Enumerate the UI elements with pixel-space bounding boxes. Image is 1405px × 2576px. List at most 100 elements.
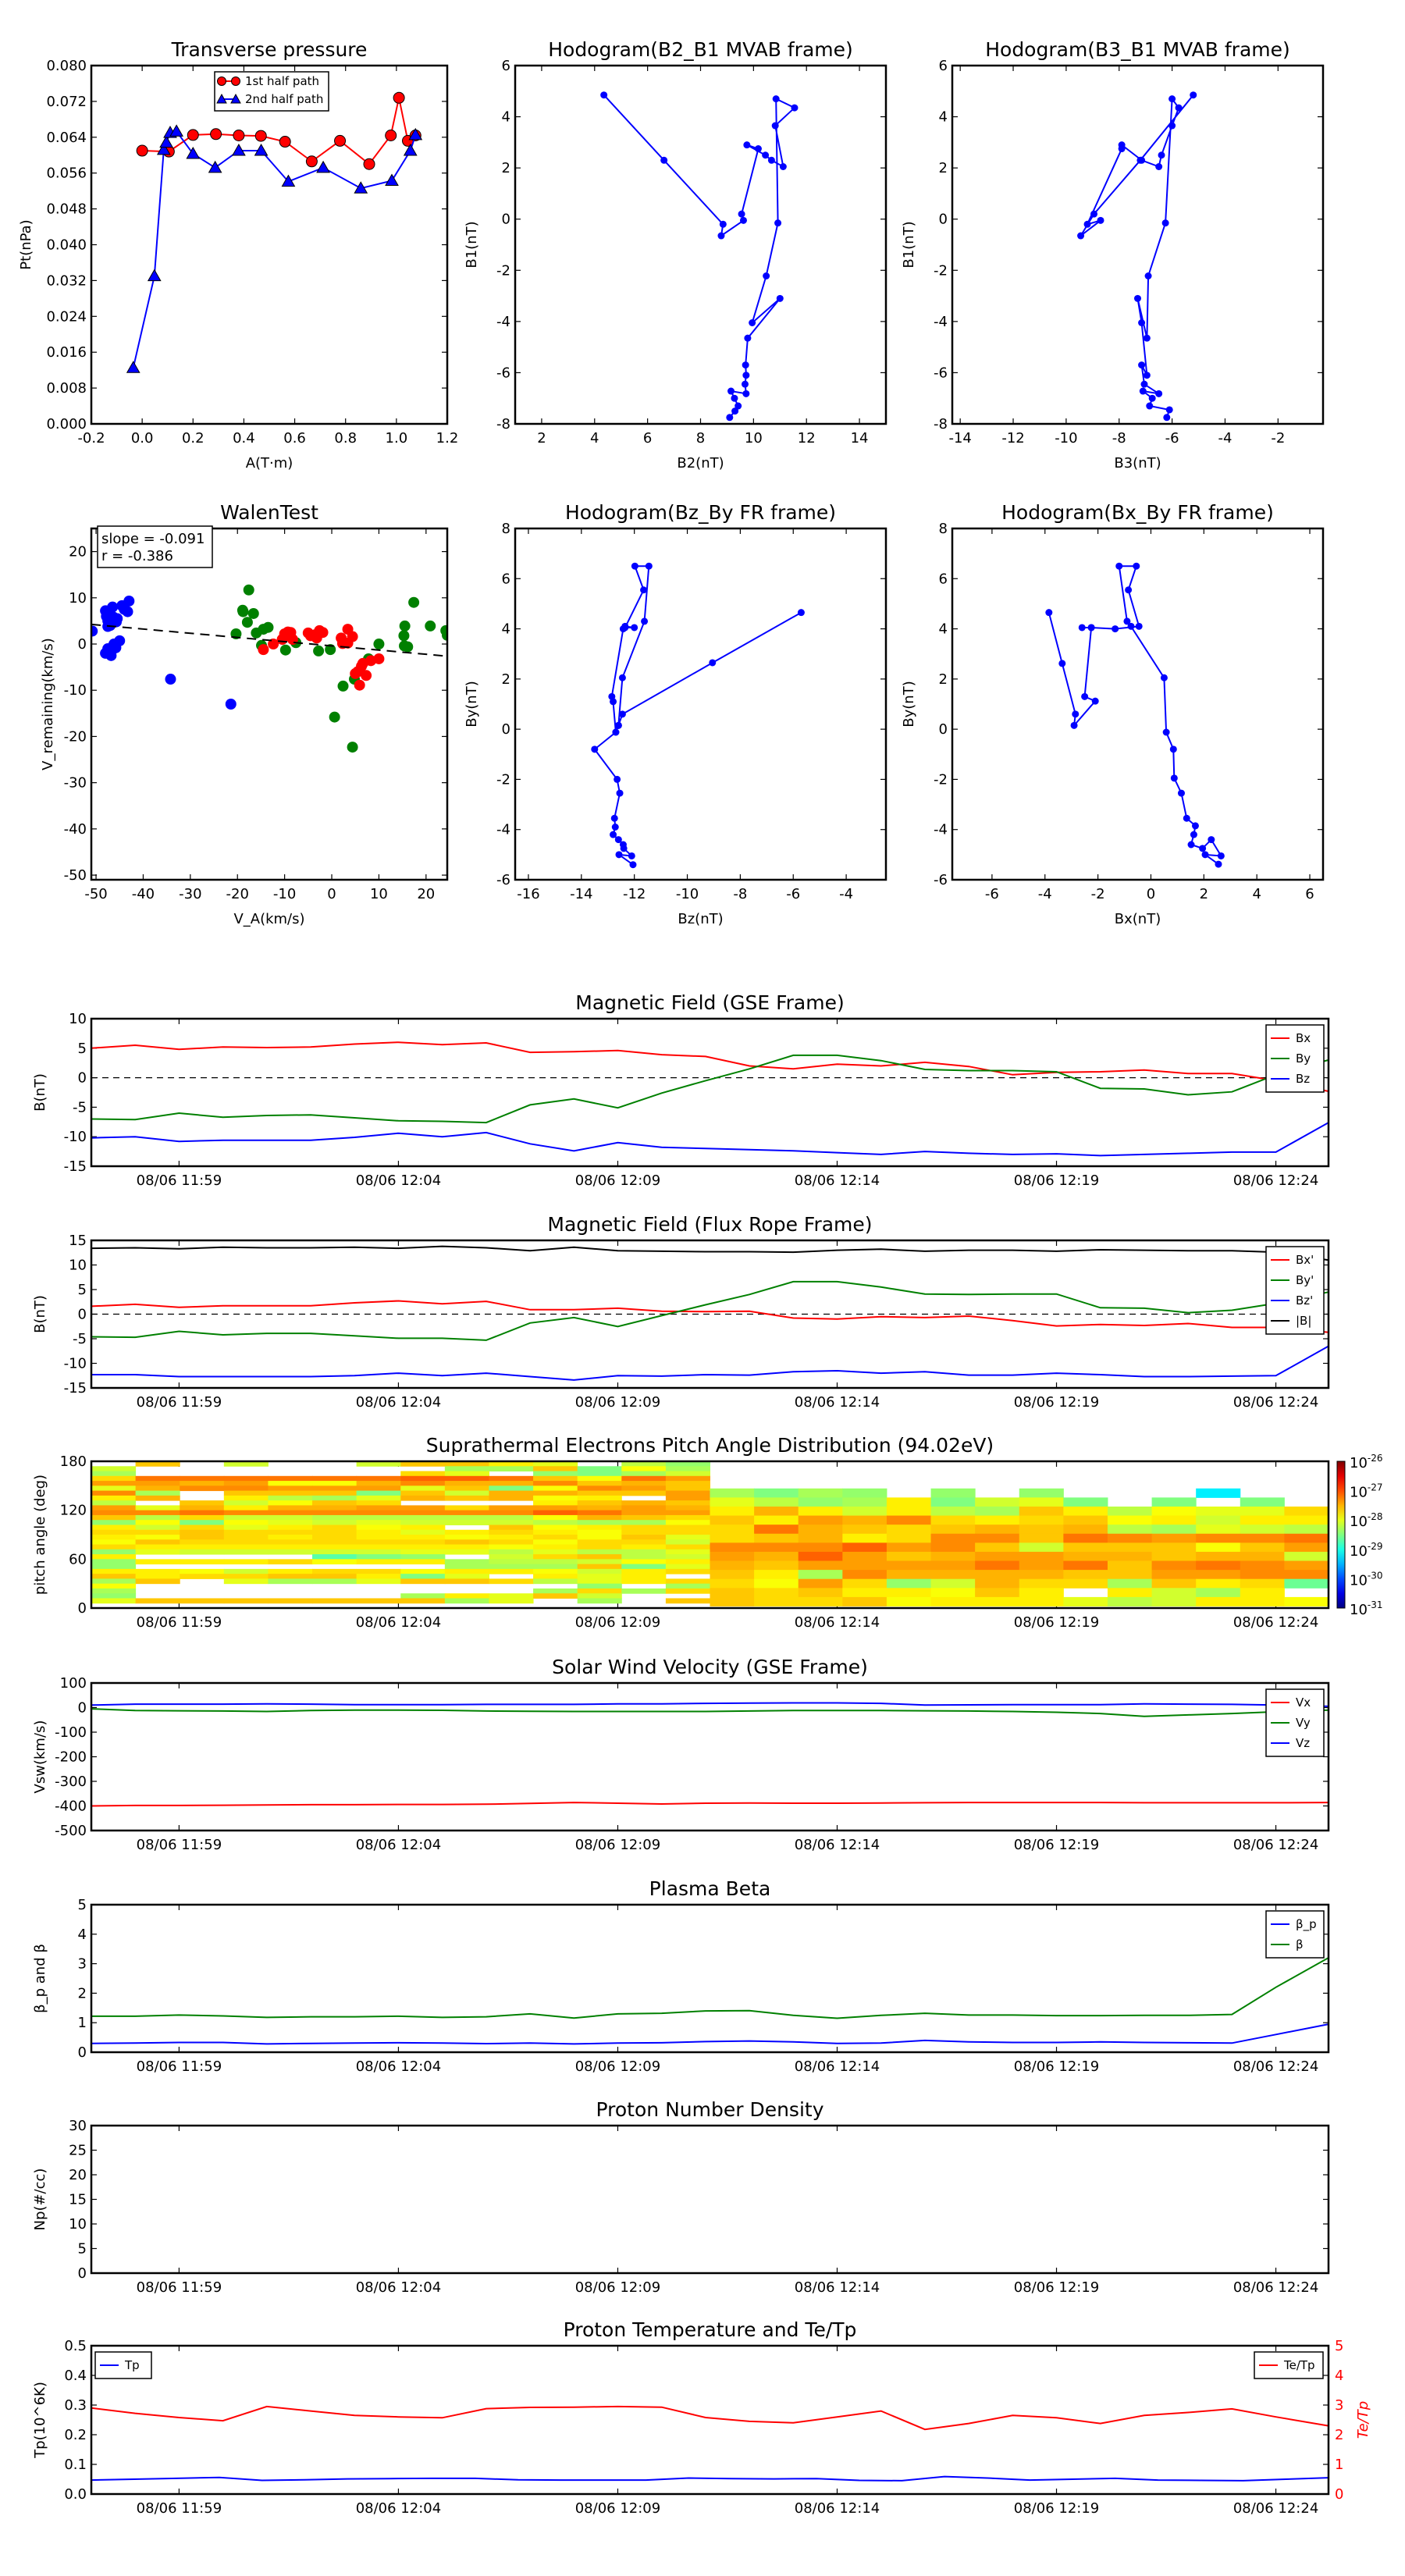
heatmap-cell: [533, 1525, 578, 1531]
heatmap-cell: [754, 1497, 799, 1507]
data-point: [281, 174, 296, 187]
data-point: [126, 361, 140, 373]
heatmap-cell: [621, 1466, 667, 1472]
heatmap-cell: [356, 1505, 401, 1511]
heatmap-cell: [533, 1514, 578, 1521]
time-tick-label: 08/06 12:19: [1014, 1394, 1099, 1411]
heatmap-cell: [1019, 1570, 1064, 1580]
heatmap-cell: [533, 1471, 578, 1477]
heatmap-cell: [533, 1529, 578, 1535]
series-line-b3_b1: [1080, 94, 1194, 418]
heatmap-cell: [886, 1515, 932, 1525]
heatmap-cell: [356, 1554, 401, 1560]
y-tick-label: 10: [69, 590, 87, 607]
r-annotation: r = -0.386: [101, 548, 173, 564]
heatmap-cell: [400, 1510, 446, 1516]
heatmap-cell: [930, 1488, 976, 1498]
heatmap-cell: [710, 1596, 755, 1606]
heatmap-cell: [665, 1544, 710, 1550]
y-tick-label: 3: [78, 1956, 87, 1973]
heatmap-cell: [710, 1570, 755, 1580]
y-tick-label: 100: [60, 1675, 87, 1692]
chart-solar-wind-velocity: Solar Wind Velocity (GSE Frame) 08/06 11:…: [32, 1656, 1330, 1853]
heatmap-cell: [91, 1481, 137, 1486]
data-point: [612, 728, 620, 736]
x-tick-label: 8: [696, 430, 705, 447]
heatmap-cell: [798, 1542, 843, 1553]
heatmap-cell: [180, 1510, 225, 1516]
y-axis-label: Vsw(km/s): [32, 1720, 48, 1794]
legend: Bx' By' Bz' |B|: [1265, 1246, 1325, 1335]
heatmap-cell: [135, 1490, 180, 1496]
heatmap-cell: [268, 1544, 313, 1550]
heatmap-cell: [356, 1495, 401, 1501]
heatmap-cell: [1063, 1596, 1108, 1606]
data-point: [621, 624, 629, 632]
heatmap-cell: [1063, 1533, 1108, 1543]
y-tick-label: -6: [934, 365, 948, 381]
data-point: [354, 181, 368, 194]
heatmap-cell: [1196, 1515, 1241, 1525]
heatmap-cell: [533, 1568, 578, 1574]
heatmap-cell: [842, 1578, 887, 1589]
heatmap-cell: [356, 1529, 401, 1535]
data-point: [210, 128, 222, 141]
heatmap-cell: [180, 1485, 225, 1492]
heatmap-cell: [180, 1568, 225, 1574]
data-point: [1083, 220, 1091, 228]
heatmap-cell: [400, 1578, 446, 1585]
heatmap-cell: [577, 1490, 622, 1496]
plot-frame: [90, 2344, 1330, 2496]
data-point-green: [313, 645, 325, 656]
data-point: [1168, 122, 1176, 130]
y2-tick-label: 4: [1335, 2368, 1343, 2384]
heatmap-cell: [91, 1471, 137, 1477]
heatmap-cell: [1107, 1515, 1153, 1525]
heatmap-cell: [842, 1588, 887, 1598]
heatmap-cell: [577, 1505, 622, 1511]
heatmap-cell: [489, 1481, 534, 1486]
y-tick-label: 4: [502, 621, 510, 638]
heatmap-cell: [223, 1461, 269, 1467]
heatmap-cell: [886, 1542, 932, 1553]
legend: Te/Tp: [1254, 2351, 1324, 2379]
heatmap-cell: [444, 1559, 489, 1565]
y-tick-label: 6: [939, 571, 948, 587]
heatmap-cell: [665, 1568, 710, 1574]
heatmap-cell: [1063, 1497, 1108, 1507]
heatmap-cell: [223, 1598, 269, 1604]
data-point: [159, 135, 173, 148]
plot-frame: [90, 1239, 1330, 1389]
x-tick-label: 6: [1305, 886, 1314, 902]
heatmap-cell: [356, 1598, 401, 1604]
heatmap-cell: [223, 1514, 269, 1521]
heatmap-cell: [975, 1515, 1020, 1525]
heatmap-cell: [223, 1510, 269, 1516]
legend-label: Tp: [124, 2358, 140, 2372]
heatmap-cell: [1240, 1551, 1285, 1562]
heatmap-cell: [444, 1529, 489, 1535]
heatmap-cell: [356, 1549, 401, 1555]
heatmap-cell: [1284, 1525, 1329, 1535]
time-tick-label: 08/06 12:14: [795, 1394, 880, 1411]
y-tick-label: -300: [55, 1774, 87, 1790]
data-point: [1097, 216, 1104, 224]
heatmap-cell: [180, 1535, 225, 1540]
heatmap-cell: [577, 1583, 622, 1589]
heatmap-cell: [135, 1568, 180, 1574]
heatmap-cell: [1151, 1570, 1197, 1580]
x-tick-label: 6: [643, 430, 652, 447]
heatmap-cell: [621, 1505, 667, 1511]
heatmap-cell: [577, 1539, 622, 1546]
heatmap-cell: [930, 1542, 976, 1553]
series-line-by-: [91, 1280, 1329, 1341]
heatmap-cell: [754, 1560, 799, 1571]
x-tick-label: -4: [1038, 886, 1052, 902]
heatmap-cell: [842, 1497, 887, 1507]
heatmap-cell: [135, 1495, 180, 1501]
heatmap-cell: [268, 1525, 313, 1531]
heatmap-cell: [1240, 1560, 1285, 1571]
heatmap-cell: [489, 1525, 534, 1531]
heatmap-cell: [91, 1485, 137, 1492]
heatmap-cell: [1284, 1533, 1329, 1543]
